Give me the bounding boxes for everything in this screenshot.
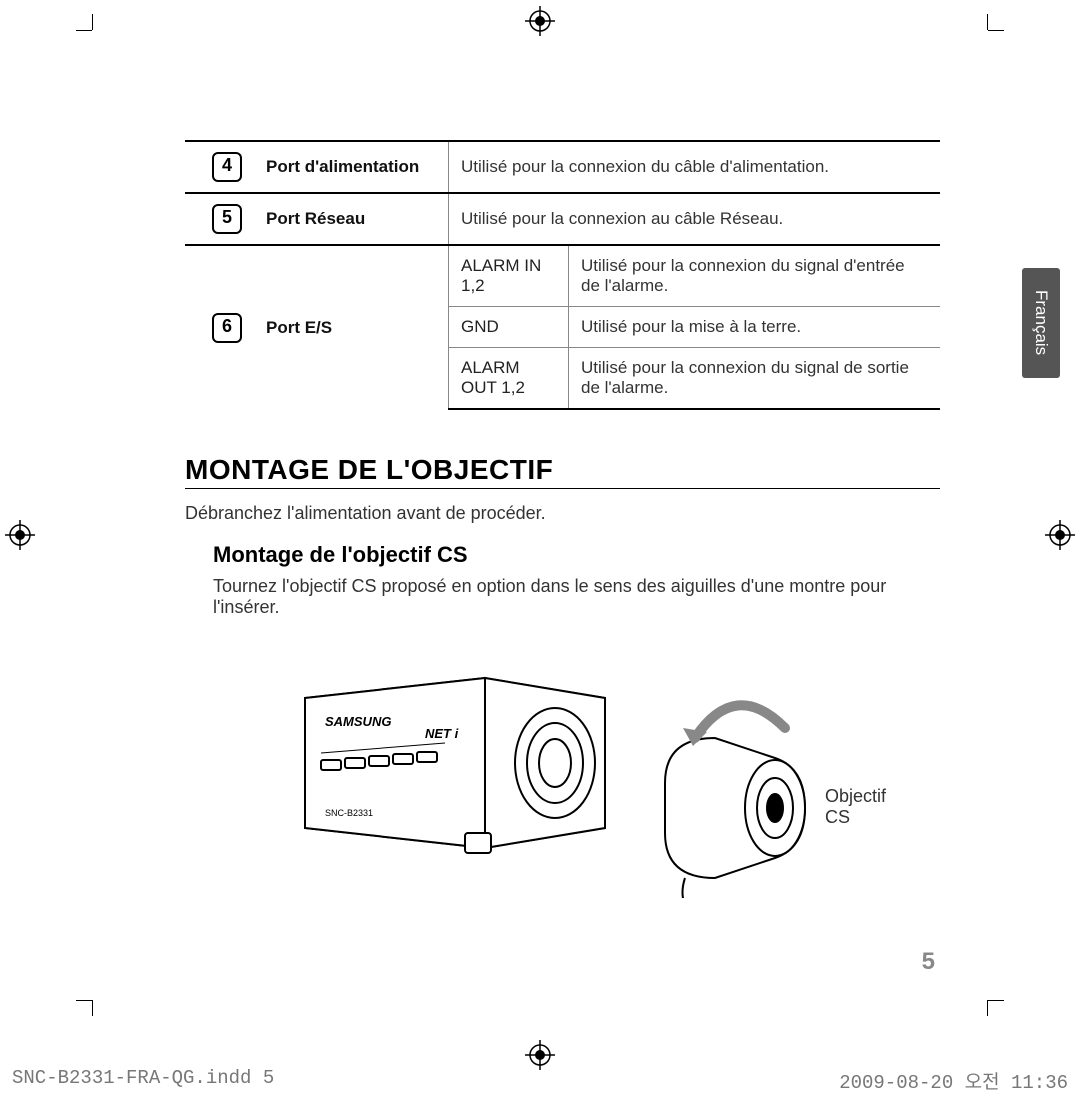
registration-mark-icon	[5, 520, 35, 550]
table-row: 4	[185, 141, 254, 193]
table-row: 6	[185, 245, 254, 409]
registration-mark-icon	[525, 6, 555, 36]
port-desc: Utilisé pour la connexion du câble d'ali…	[449, 141, 941, 193]
crop-mark	[76, 1000, 92, 1001]
table-row: 5	[185, 193, 254, 245]
language-tab: Français	[1022, 268, 1060, 378]
lead-text: Débranchez l'alimentation avant de procé…	[185, 503, 940, 524]
port-name: Port E/S	[254, 245, 449, 409]
signal-desc: Utilisé pour la mise à la terre.	[569, 307, 941, 348]
signal-name: GND	[449, 307, 569, 348]
signal-desc: Utilisé pour la connexion du signal d'en…	[569, 245, 941, 307]
page-number: 5	[922, 948, 935, 976]
crop-mark	[987, 1000, 988, 1016]
lens-mount-figure: SAMSUNG NET i SNC-B2331 Objectif CS	[265, 638, 885, 898]
signal-name: ALARM IN 1,2	[449, 245, 569, 307]
row-number: 5	[212, 204, 242, 234]
registration-mark-icon	[1045, 520, 1075, 550]
row-number: 4	[212, 152, 242, 182]
camera-model-text: SNC-B2331	[325, 808, 373, 818]
subsection-title: Montage de l'objectif CS	[213, 542, 940, 568]
section-title: MONTAGE DE L'OBJECTIF	[185, 454, 940, 489]
registration-mark-icon	[525, 1040, 555, 1070]
signal-name: ALARM OUT 1,2	[449, 348, 569, 410]
lens-label: Objectif CS	[825, 786, 886, 828]
crop-mark	[76, 30, 92, 31]
crop-mark	[988, 30, 1004, 31]
body-text: Tournez l'objectif CS proposé en option …	[213, 576, 940, 618]
row-number: 6	[212, 313, 242, 343]
port-table: 4 Port d'alimentation Utilisé pour la co…	[185, 140, 940, 410]
crop-mark	[988, 1000, 1004, 1001]
camera-line-text: NET i	[425, 726, 459, 741]
port-name: Port Réseau	[254, 193, 449, 245]
camera-brand-text: SAMSUNG	[325, 714, 391, 729]
signal-desc: Utilisé pour la connexion du signal de s…	[569, 348, 941, 410]
crop-mark	[987, 14, 988, 30]
footer-timestamp: 2009-08-20 오전 11:36	[839, 1067, 1068, 1094]
port-name: Port d'alimentation	[254, 141, 449, 193]
crop-mark	[92, 14, 93, 30]
port-desc: Utilisé pour la connexion au câble Résea…	[449, 193, 941, 245]
crop-mark	[92, 1000, 93, 1016]
footer-filename: SNC-B2331-FRA-QG.indd 5	[12, 1067, 274, 1094]
